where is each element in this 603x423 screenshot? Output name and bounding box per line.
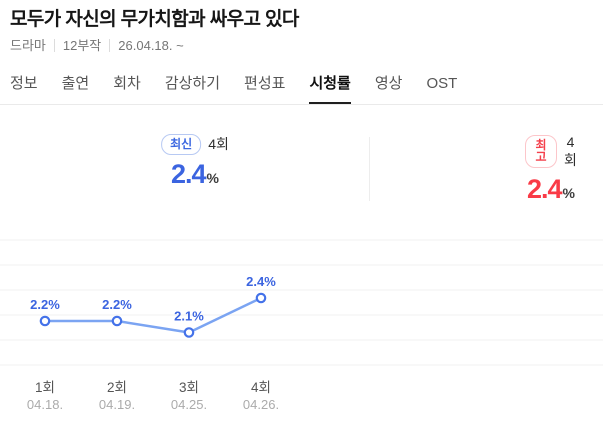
ratings-line — [43, 296, 263, 334]
highest-rating-number: 2.4 — [527, 173, 563, 204]
data-label: 2.2% — [102, 297, 132, 312]
tab-episodes[interactable]: 회차 — [113, 66, 141, 104]
x-axis-episode-label: 3회 — [179, 380, 199, 395]
meta-row: 드라마 12부작 26.04.18. ~ — [10, 37, 593, 53]
stats-divider — [369, 136, 370, 201]
x-axis-episode-label: 1회 — [35, 380, 55, 395]
tab-cast[interactable]: 출연 — [62, 66, 90, 104]
meta-item: 드라마 — [10, 37, 46, 53]
tab-info[interactable]: 정보 — [10, 66, 38, 104]
highest-episode-label: 4회 — [564, 133, 577, 168]
x-axis-date-label: 04.25. — [171, 397, 207, 412]
data-point — [183, 327, 195, 338]
latest-rating-unit: % — [206, 169, 219, 186]
latest-episode-label: 4회 — [208, 136, 229, 153]
highest-badge: 최고 — [525, 135, 557, 169]
ratings-chart: 2.2% 1회 04.18. 2.2% 2회 04.19. 2.1% 3회 04.25. 2.4%… — [0, 228, 603, 418]
tab-bar: 정보 출연 회차 감상하기 편성표 시청률 영상 OST — [0, 66, 603, 105]
tab-schedule[interactable]: 편성표 — [244, 66, 285, 104]
header: 모두가 자신의 무가치함과 싸우고 있다 드라마 12부작 26.04.18. ~ — [0, 0, 603, 52]
data-point — [255, 292, 267, 304]
x-axis-date-label: 04.19. — [99, 397, 135, 412]
x-axis-episode-label: 4회 — [251, 380, 271, 395]
highest-rating-header: 최고 4회 — [525, 134, 577, 170]
latest-rating-value: 2.4% — [161, 158, 229, 190]
page-title: 모두가 자신의 무가치함과 싸우고 있다 — [10, 9, 299, 30]
data-point — [111, 315, 123, 327]
highest-rating-card: 최고 4회 2.4% — [525, 134, 577, 205]
data-label: 2.1% — [174, 309, 204, 324]
tab-ost[interactable]: OST — [426, 66, 457, 104]
tab-watch[interactable]: 감상하기 — [165, 66, 220, 104]
x-axis-date-label: 04.18. — [27, 397, 63, 412]
data-point — [39, 315, 51, 327]
tab-videos[interactable]: 영상 — [375, 66, 403, 104]
ratings-summary: 최신 4회 2.4% 최고 4회 2.4% — [0, 105, 603, 222]
x-axis-episode-label: 2회 — [107, 380, 127, 395]
latest-rating-card: 최신 4회 2.4% — [161, 133, 229, 190]
data-label: 2.2% — [30, 297, 60, 312]
latest-rating-number: 2.4 — [170, 158, 207, 189]
meta-item: 26.04.18. ~ — [109, 38, 184, 52]
latest-badge: 최신 — [161, 133, 202, 155]
tab-ratings[interactable]: 시청률 — [309, 66, 350, 104]
highest-rating-unit: % — [562, 184, 575, 201]
highest-rating-value: 2.4% — [525, 173, 577, 205]
latest-rating-header: 최신 4회 — [161, 133, 229, 155]
meta-item: 12부작 — [53, 38, 101, 52]
x-axis-date-label: 04.26. — [243, 397, 279, 412]
data-label: 2.4% — [246, 274, 276, 289]
